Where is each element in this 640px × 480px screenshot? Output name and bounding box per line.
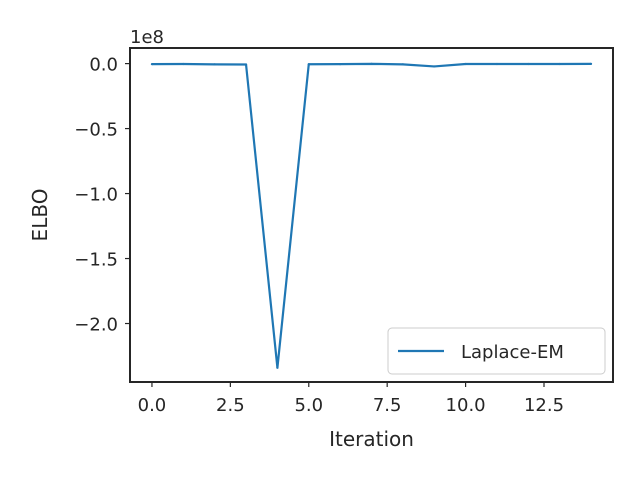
y-tick-label: −1.5 <box>74 250 118 271</box>
legend: Laplace-EM <box>387 327 606 375</box>
x-tick-label: 0.0 <box>138 395 167 416</box>
data-point <box>589 62 593 65</box>
legend-box <box>387 327 606 375</box>
x-tick-label: 7.5 <box>373 395 402 416</box>
y-tick-label: −1.0 <box>74 185 118 206</box>
data-point <box>339 63 342 66</box>
x-axis-ticks: 0.0 2.5 5.0 7.5 10.0 12.5 <box>138 382 564 416</box>
y-axis-ticks: 0.0 −0.5 −1.0 −1.5 −2.0 <box>74 55 130 336</box>
axes-frame <box>129 47 614 383</box>
data-point <box>527 62 530 66</box>
y-axis-label: ELBO <box>28 189 52 242</box>
data-point <box>182 62 185 66</box>
x-tick-label: 5.0 <box>294 395 323 416</box>
series-line-0 <box>151 62 592 369</box>
data-point <box>213 63 216 66</box>
data-point <box>244 63 248 66</box>
y-offset-label: 1e8 <box>130 27 164 48</box>
data-point <box>495 62 499 66</box>
data-point <box>307 63 310 66</box>
data-point <box>370 62 373 65</box>
y-tick-label: −2.0 <box>74 315 118 336</box>
data-point <box>433 65 436 68</box>
x-tick-label: 12.5 <box>524 395 564 416</box>
data-point <box>401 63 404 66</box>
data-point <box>276 366 279 369</box>
x-tick-label: 10.0 <box>446 395 486 416</box>
y-tick-label: −0.5 <box>74 120 118 141</box>
data-point <box>558 62 561 66</box>
data-point <box>464 62 467 66</box>
x-axis-label: Iteration <box>329 427 414 451</box>
y-tick-label: 0.0 <box>89 55 118 76</box>
plot-area <box>150 62 593 369</box>
legend-label: Laplace-EM <box>461 342 564 363</box>
data-point <box>150 63 154 66</box>
x-tick-label: 2.5 <box>216 395 245 416</box>
